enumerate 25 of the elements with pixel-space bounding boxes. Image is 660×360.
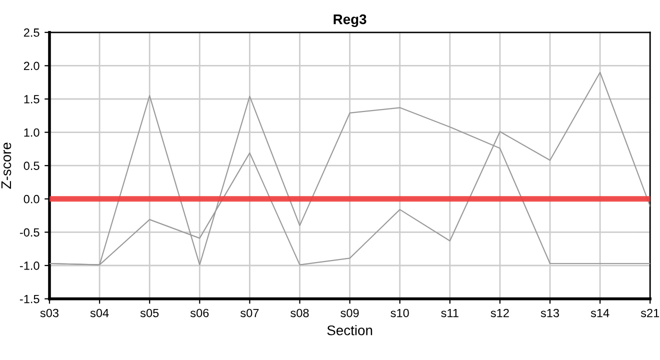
x-tick-label: s05	[140, 308, 159, 318]
x-tick-label: s06	[190, 308, 209, 318]
x-tick-label: s08	[290, 308, 309, 318]
x-tick-label: s10	[390, 308, 409, 318]
x-tick-label: s21	[640, 308, 660, 318]
y-tick-label: -1.0	[20, 262, 40, 270]
y-tick-label: 1.5	[24, 95, 40, 104]
x-tick-label: s13	[540, 308, 559, 318]
x-tick-label: s09	[340, 308, 359, 318]
x-axis-title: Section	[327, 325, 372, 336]
y-tick-label: 2.0	[24, 62, 40, 70]
y-tick-label: 0.5	[24, 162, 40, 170]
x-tick-label: s14	[590, 308, 610, 318]
y-tick-label: -0.5	[20, 228, 40, 237]
y-tick-label: 1.0	[24, 128, 40, 137]
x-tick-label: s04	[90, 308, 109, 318]
y-axis-title: Z-score	[1, 142, 12, 189]
x-tick-label: s07	[240, 308, 259, 318]
chart-title: Reg3	[334, 14, 366, 28]
y-tick-label: 0.0	[24, 194, 40, 204]
x-tick-label: s03	[40, 308, 58, 318]
x-tick-label: s11	[441, 308, 458, 318]
y-tick-label: -1.5	[20, 294, 40, 304]
x-tick-label: s12	[490, 308, 509, 318]
y-tick-label: 2.5	[24, 28, 40, 37]
